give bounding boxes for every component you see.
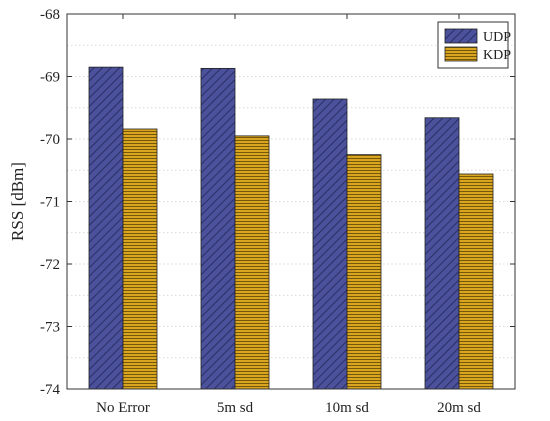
y-tick-label: -73 [40, 320, 60, 336]
bar-kdp-3 [458, 173, 494, 390]
legend: UDP KDP [437, 21, 511, 69]
y-axis-label: RSS [dBm] [8, 162, 27, 241]
bar-kdp-1 [234, 135, 270, 390]
legend-label-kdp: KDP [483, 48, 511, 63]
y-tick-label: -68 [40, 7, 60, 23]
bars [88, 66, 494, 390]
y-tick-label: -70 [40, 132, 60, 148]
legend-swatch-kdp [444, 46, 478, 62]
y-tick-label: -69 [40, 70, 60, 86]
y-tick-label: -74 [40, 382, 60, 398]
y-tick-label: -72 [40, 257, 60, 273]
x-tick-label: No Error [96, 400, 150, 416]
bar-udp-0 [88, 66, 124, 390]
y-tick-label: -71 [40, 195, 60, 211]
x-tick-label: 10m sd [325, 400, 369, 416]
legend-label-udp: UDP [483, 30, 511, 45]
bar-kdp-2 [346, 154, 382, 390]
x-tick-label: 5m sd [217, 400, 254, 416]
bar-udp-2 [312, 98, 348, 390]
bar-udp-3 [424, 117, 460, 390]
axis-ticks: -68 -69 -70 -71 -72 -73 -74 No Error 5m sd 10m sd… [40, 7, 515, 416]
bar-udp-1 [200, 67, 236, 390]
bar-kdp-0 [122, 128, 158, 390]
legend-swatch-udp [444, 28, 478, 44]
x-tick-label: 20m sd [437, 400, 481, 416]
